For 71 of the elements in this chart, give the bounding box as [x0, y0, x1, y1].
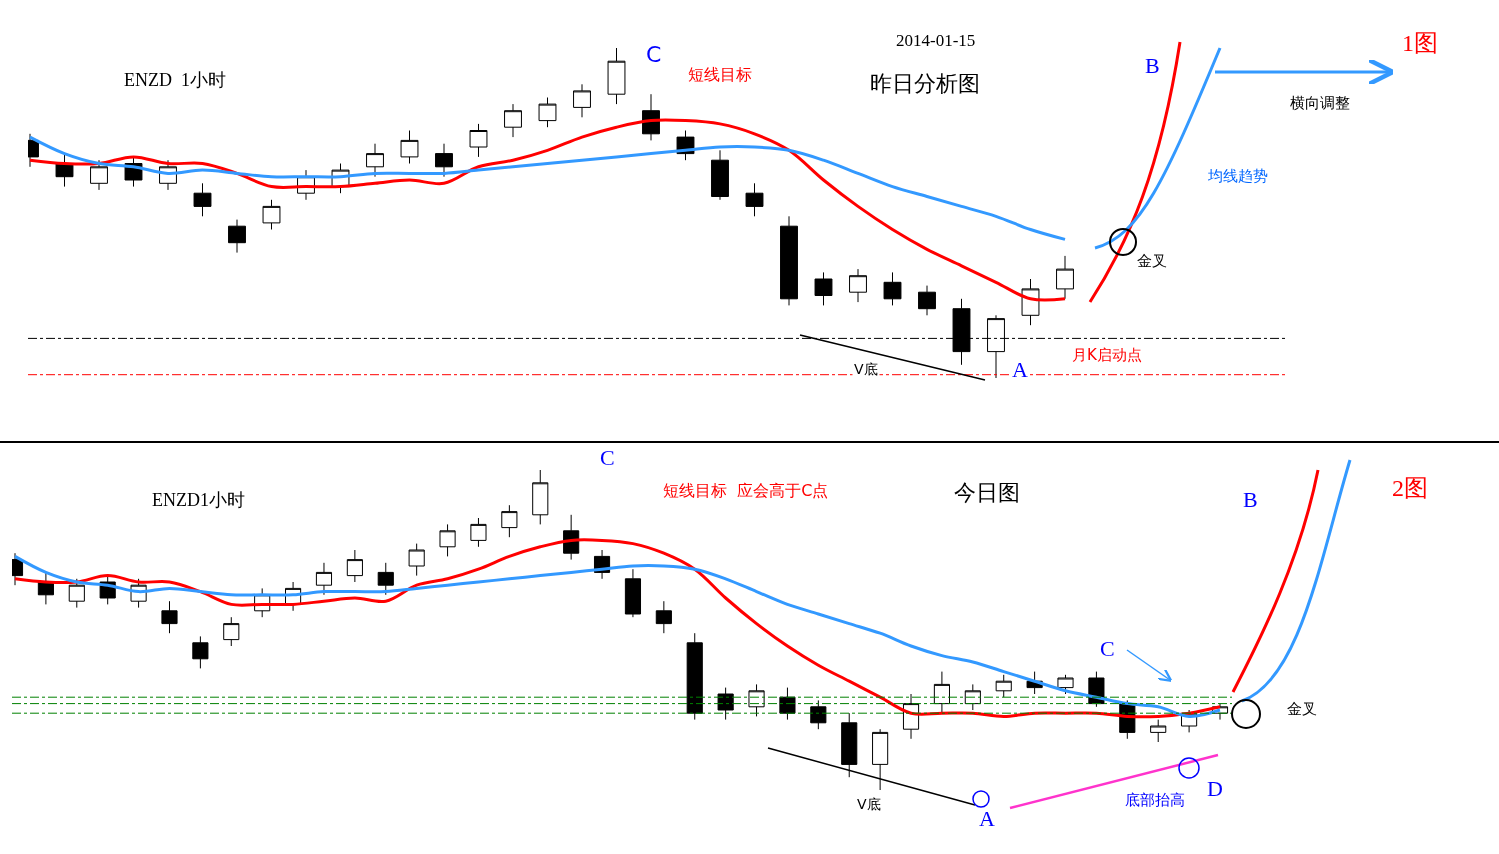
candlestick — [841, 712, 858, 778]
candlestick — [779, 687, 796, 721]
annotation: C — [600, 445, 615, 470]
candlestick — [228, 219, 246, 254]
candlestick — [1150, 719, 1167, 743]
text: A — [979, 806, 995, 831]
candlestick — [573, 83, 591, 118]
candlestick — [192, 635, 209, 669]
annotation: 短线目标 — [688, 65, 752, 84]
candlestick — [918, 285, 936, 316]
annotation: ENZD1小时 — [152, 490, 245, 510]
candlestick — [624, 568, 642, 618]
candlestick — [68, 578, 85, 609]
candlestick — [400, 130, 419, 164]
text: V底 — [857, 796, 881, 812]
text: 底部抬高 — [1125, 791, 1185, 809]
candlestick — [193, 182, 212, 217]
candlestick — [408, 543, 425, 577]
candlestick — [1057, 674, 1074, 695]
candlestick — [814, 271, 833, 306]
candlestick — [90, 159, 108, 191]
text: B — [1145, 53, 1160, 78]
candlestick — [748, 683, 765, 717]
candlestick — [504, 103, 522, 138]
annotation: 月K启动点 — [1072, 346, 1142, 364]
candlestick — [346, 549, 363, 583]
text: 2图 — [1392, 475, 1428, 501]
text: 均线趋势 — [1207, 167, 1268, 185]
candlestick — [435, 143, 453, 178]
annotation: 2014-01-15 — [896, 31, 976, 50]
candlestick — [366, 143, 384, 178]
annotation: A — [1012, 357, 1028, 382]
candlestick — [686, 632, 703, 721]
candlestick — [655, 600, 672, 634]
candlestick — [538, 97, 557, 128]
candlestick — [872, 728, 889, 791]
candlestick — [1056, 255, 1074, 300]
annotation: D — [1207, 776, 1223, 801]
text: B — [1243, 487, 1258, 512]
candlestick — [501, 504, 518, 538]
candlestick — [37, 571, 54, 605]
candlestick — [470, 517, 487, 548]
candlestick — [745, 182, 764, 217]
annotation: 昨日分析图 — [870, 71, 980, 96]
candlestick — [161, 600, 178, 634]
candlestick — [315, 562, 333, 596]
candlestick — [810, 699, 827, 730]
candlestick — [717, 687, 734, 721]
annotation: ENZD 1小时 — [124, 70, 226, 90]
candlestick — [223, 616, 240, 647]
annotation: C — [646, 42, 662, 67]
text: 1图 — [1402, 30, 1438, 56]
candlestick — [780, 215, 798, 306]
candlestick — [377, 562, 394, 596]
annotation: V底 — [854, 361, 878, 377]
annotation: C — [1100, 636, 1115, 661]
candlestick — [262, 199, 281, 230]
candlestick — [883, 271, 902, 306]
candlestick — [607, 47, 626, 105]
annotation: 短线目标 应会高于C点 — [663, 481, 829, 500]
candlestick — [995, 674, 1012, 698]
candlestick — [469, 123, 488, 158]
candlestick — [439, 523, 456, 557]
annotation: 今日图 — [954, 480, 1020, 505]
candlestick — [711, 149, 729, 201]
candlestick — [849, 268, 867, 303]
text: 横向调整 — [1290, 94, 1350, 112]
candlestick — [933, 671, 950, 714]
text: 金叉 — [1137, 252, 1167, 270]
candlestick — [532, 469, 549, 525]
text: 金叉 — [1287, 700, 1317, 718]
